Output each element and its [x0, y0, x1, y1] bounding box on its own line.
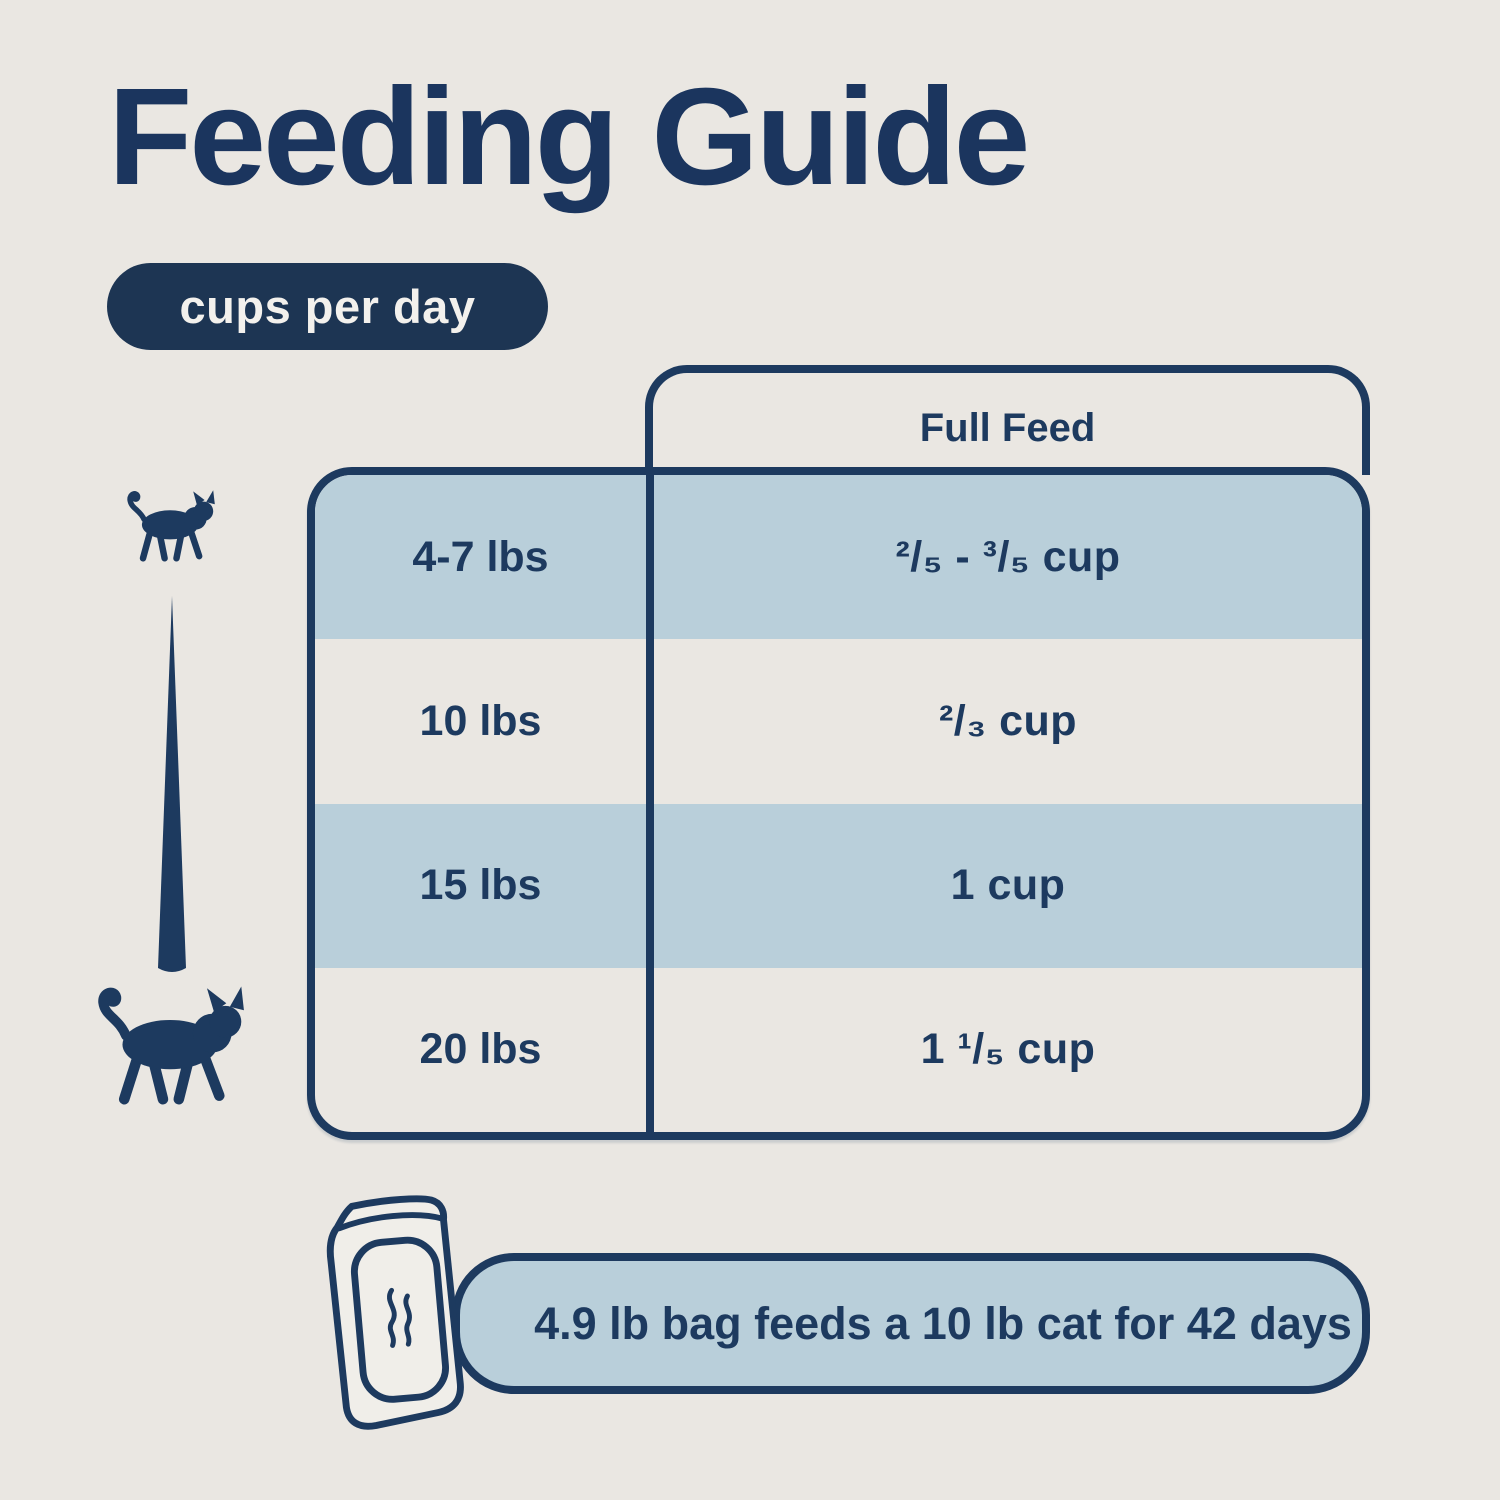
weight-cell: 15 lbs [419, 861, 542, 910]
bag-yield-note-label: 4.9 lb bag feeds a 10 lb cat for 42 days [534, 1297, 1352, 1349]
table-column-header: Full Feed [645, 365, 1370, 475]
feeding-table: 4-7 lbs ²/₅ - ³/₅ cup 10 lbs ²/₃ cup 15 … [307, 467, 1370, 1140]
size-scale-spike-icon [158, 596, 186, 972]
table-row: 4-7 lbs ²/₅ - ³/₅ cup [315, 475, 1362, 640]
small-cat-icon [127, 490, 215, 562]
weight-cell: 20 lbs [419, 1025, 542, 1074]
page-title: Feeding Guide [108, 60, 1030, 214]
amount-cell: ²/₃ cup [938, 696, 1078, 745]
amount-cell: ²/₅ - ³/₅ cup [895, 532, 1121, 581]
unit-badge-label: cups per day [179, 280, 476, 333]
weight-cell: 10 lbs [419, 696, 542, 745]
steam-icon [387, 1287, 412, 1348]
table-row: 20 lbs 1 ¹/₅ cup [315, 967, 1362, 1132]
column-divider [646, 639, 654, 804]
food-bag-icon [326, 1195, 464, 1430]
column-header-label: Full Feed [919, 405, 1096, 450]
weight-cell: 4-7 lbs [412, 532, 549, 581]
unit-badge: cups per day [107, 263, 548, 350]
column-divider [646, 967, 654, 1132]
table-row: 15 lbs 1 cup [315, 803, 1362, 968]
large-cat-icon [98, 986, 244, 1105]
column-divider [646, 475, 654, 640]
column-divider [646, 803, 654, 968]
bag-yield-note: 4.9 lb bag feeds a 10 lb cat for 42 days [452, 1253, 1370, 1394]
table-row: 10 lbs ²/₃ cup [315, 639, 1362, 804]
amount-cell: 1 ¹/₅ cup [920, 1025, 1096, 1074]
amount-cell: 1 cup [950, 861, 1066, 910]
